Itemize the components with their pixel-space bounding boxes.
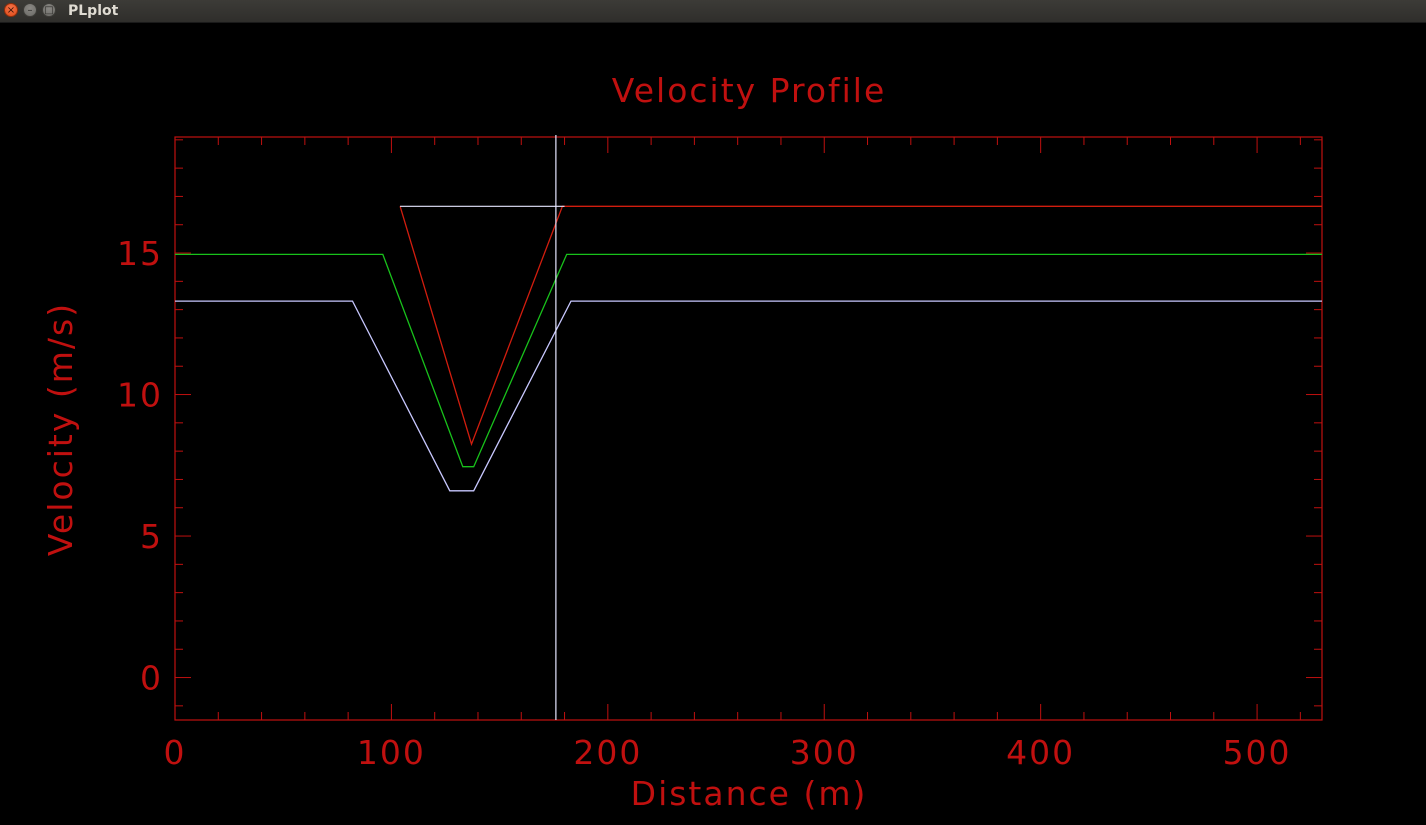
x-tick-label: 200 [573, 733, 642, 772]
y-tick-label: 0 [140, 659, 163, 698]
plot-frame [174, 136, 1323, 721]
y-tick-label: 15 [117, 234, 163, 273]
series-group [175, 205, 1322, 492]
chart-title: Velocity Profile [612, 71, 887, 110]
y-axis-label: Velocity (m/s) [41, 302, 80, 556]
x-tick-label: 500 [1223, 733, 1292, 772]
series-line-red [399, 205, 1322, 447]
minimize-button[interactable]: – [23, 3, 37, 17]
x-tick-label: 400 [1006, 733, 1075, 772]
x-tick-label: 0 [164, 733, 187, 772]
y-tick-label: 5 [140, 517, 163, 556]
crosshair-cursor[interactable] [400, 135, 565, 720]
close-button[interactable]: × [4, 3, 18, 17]
velocity-chart[interactable]: Velocity Profile 0 100 200 300 400 500051015 … [0, 23, 1426, 825]
series-line-blue [175, 300, 1322, 492]
plot-background [0, 23, 1426, 825]
axes: 0 100 200 300 400 500 0 5 10 15 [117, 136, 1323, 772]
window-titlebar: × – □ PLplot [0, 0, 1426, 23]
x-tick-label: 100 [357, 733, 426, 772]
y-tick-label: 10 [117, 376, 163, 415]
window-title: PLplot [68, 3, 119, 19]
series-line-green [175, 253, 1322, 468]
x-tick-label: 300 [790, 733, 859, 772]
maximize-button[interactable]: □ [42, 3, 56, 17]
x-axis-label: Distance (m) [631, 774, 868, 813]
